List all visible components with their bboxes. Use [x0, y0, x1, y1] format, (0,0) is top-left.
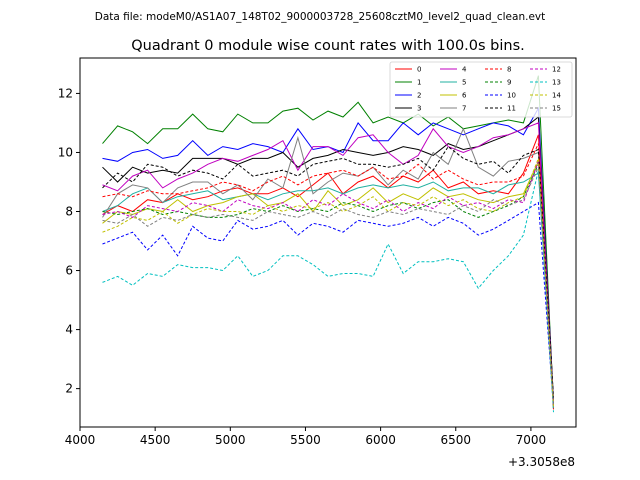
legend-label-6: 6: [462, 92, 467, 100]
legend-label-12: 12: [552, 66, 561, 74]
series-line-15: [102, 166, 554, 407]
chart-suptitle: Data file: modeM0/AS1A07_148T02_90000037…: [95, 11, 546, 23]
y-axis: 2 4 6 8 10 12: [58, 86, 80, 396]
series-line-14: [102, 158, 554, 407]
legend-label-8: 8: [507, 66, 511, 74]
legend-label-11: 11: [507, 105, 516, 113]
legend-label-5: 5: [462, 79, 466, 87]
legend-label-10: 10: [507, 92, 516, 100]
legend-label-13: 13: [552, 79, 561, 87]
legend-label-9: 9: [507, 79, 511, 87]
x-tick-label: 5000: [215, 433, 246, 447]
series-line-6: [102, 161, 554, 407]
legend-label-3: 3: [417, 105, 421, 113]
series-line-11: [102, 145, 554, 398]
series-line-1: [102, 75, 554, 407]
x-axis: 4000 4500 5000 5500 6000 6500 7000: [65, 427, 546, 447]
series-line-0: [102, 134, 554, 410]
plot-lines: [102, 75, 554, 413]
legend-label-14: 14: [552, 92, 561, 100]
x-tick-label: 6500: [440, 433, 471, 447]
x-tick-label: 6000: [365, 433, 396, 447]
series-line-5: [102, 172, 554, 407]
y-tick-label: 10: [58, 145, 73, 159]
series-line-10: [102, 201, 554, 407]
series-line-3: [102, 116, 554, 401]
y-tick-label: 8: [65, 205, 73, 219]
y-tick-label: 12: [58, 86, 73, 100]
chart-title: Quadrant 0 module wise count rates with …: [131, 38, 525, 54]
series-line-13: [102, 170, 554, 413]
series-line-12: [102, 161, 554, 407]
x-tick-label: 7000: [516, 433, 547, 447]
legend-label-1: 1: [417, 79, 421, 87]
legend-box: [389, 61, 573, 118]
x-tick-label: 4000: [65, 433, 96, 447]
legend-label-7: 7: [462, 105, 466, 113]
x-tick-label: 4500: [140, 433, 171, 447]
y-tick-label: 2: [65, 382, 73, 396]
series-line-7: [102, 127, 554, 404]
x-offset-text: +3.3058e8: [508, 455, 575, 469]
y-tick-label: 6: [65, 264, 73, 278]
legend-label-0: 0: [417, 66, 421, 74]
series-line-4: [102, 122, 554, 404]
series-line-8: [102, 143, 554, 410]
series-line-9: [102, 164, 554, 407]
legend-label-2: 2: [417, 92, 421, 100]
x-tick-label: 5500: [290, 433, 321, 447]
y-tick-label: 4: [65, 323, 73, 337]
plot-frame: [79, 57, 577, 428]
legend-label-4: 4: [462, 66, 467, 74]
series-line-2: [102, 106, 554, 404]
legend-label-15: 15: [552, 105, 561, 113]
